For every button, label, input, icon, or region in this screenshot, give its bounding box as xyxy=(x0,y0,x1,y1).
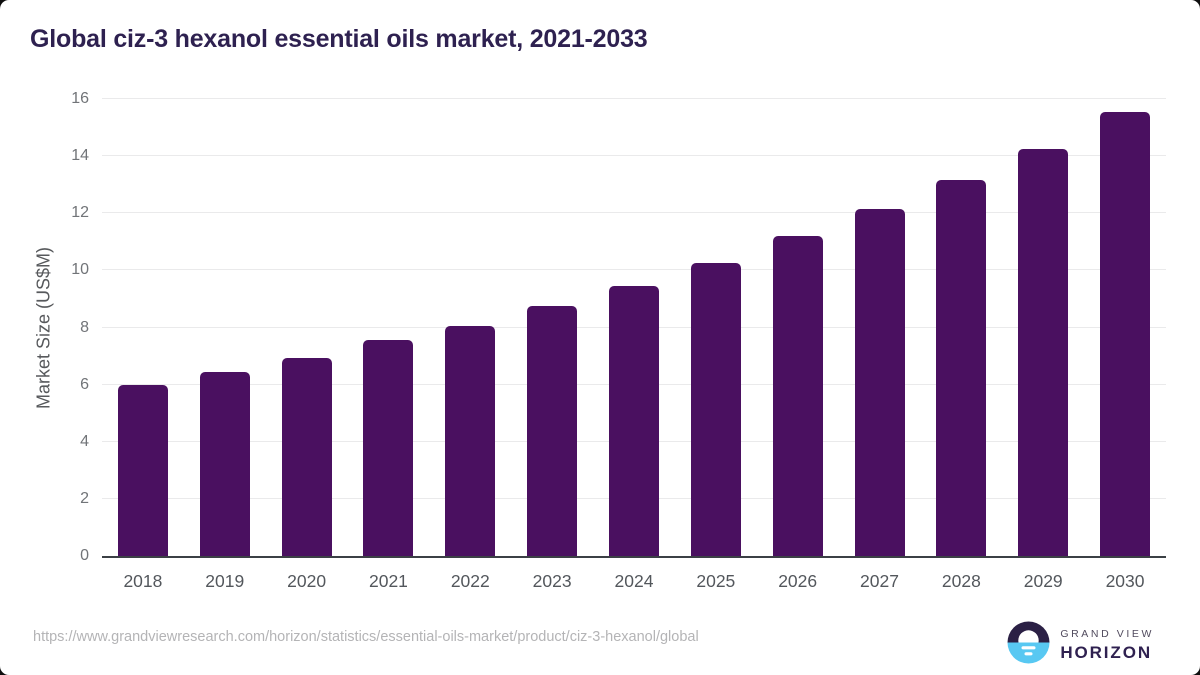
grandview-horizon-logo: GRAND VIEW HORIZON xyxy=(1006,620,1154,670)
y-axis-tick-label: 0 xyxy=(80,547,89,564)
y-axis-tick-label: 16 xyxy=(71,90,89,107)
logo-brand-line: GRAND VIEW xyxy=(1060,627,1154,640)
y-axis-tick-label: 12 xyxy=(71,204,89,222)
bars-row: 2018 2019 2020 2021 2022 2023 2024 2025 2026 2027… xyxy=(102,99,1166,591)
y-axis-tick-label: 4 xyxy=(80,432,89,450)
bar-slot: 2030 xyxy=(1084,99,1166,591)
bar-2027 xyxy=(854,208,905,556)
bar-slot: 2027 xyxy=(839,99,921,591)
bar-2018 xyxy=(117,384,168,556)
y-axis-tick-label: 6 xyxy=(80,375,89,393)
x-axis-tick-label: 2022 xyxy=(450,571,490,591)
bar-2029 xyxy=(1018,148,1069,556)
bar-slot: 2028 xyxy=(920,99,1002,591)
bar-slot: 2021 xyxy=(348,99,430,591)
logo-text: GRAND VIEW HORIZON xyxy=(1060,628,1154,663)
gridline xyxy=(102,212,1166,214)
bar-slot: 2029 xyxy=(1002,99,1084,591)
bar-2025 xyxy=(690,263,741,556)
bar-2022 xyxy=(445,326,496,556)
bar-2019 xyxy=(199,371,250,556)
x-axis-tick-label: 2024 xyxy=(614,571,654,591)
y-axis-title: Market Size (US$M) xyxy=(33,246,54,410)
bar-2021 xyxy=(363,340,414,556)
bar-slot: 2026 xyxy=(757,99,839,591)
bar-slot: 2020 xyxy=(266,99,348,591)
x-axis-tick-label: 2021 xyxy=(368,571,408,591)
gridline xyxy=(102,98,1166,99)
bar-slot: 2018 xyxy=(102,99,184,591)
bar-slot: 2019 xyxy=(184,99,266,591)
source-url-text: https://www.grandviewresearch.com/horizo… xyxy=(33,629,699,645)
y-axis-tick-label: 2 xyxy=(80,489,89,507)
y-axis-tick-label: 14 xyxy=(71,147,89,165)
bar-slot: 2023 xyxy=(511,99,593,591)
bar-2030 xyxy=(1100,111,1151,556)
bar-2020 xyxy=(281,357,332,556)
bar-slot: 2025 xyxy=(675,99,757,591)
bar-slot: 2022 xyxy=(429,99,511,591)
x-axis-tick-label: 2019 xyxy=(205,571,245,591)
x-axis-tick-label: 2023 xyxy=(532,571,572,591)
bar-slot: 2024 xyxy=(593,99,675,591)
x-axis-tick-label: 2018 xyxy=(123,571,163,591)
gridline xyxy=(102,155,1166,157)
y-axis-tick-label: 10 xyxy=(71,261,89,279)
bar-2026 xyxy=(772,236,823,556)
horizon-logo-icon xyxy=(1006,620,1051,670)
bar-2024 xyxy=(608,286,659,556)
x-axis-tick-label: 2025 xyxy=(696,571,736,591)
chart-title: Global ciz-3 hexanol essential oils mark… xyxy=(30,25,648,53)
logo-product-line: HORIZON xyxy=(1060,642,1153,662)
x-axis-tick-label: 2028 xyxy=(941,571,981,591)
x-axis-tick-label: 2030 xyxy=(1105,571,1145,591)
x-axis-tick-label: 2026 xyxy=(778,571,818,591)
x-axis-tick-label: 2020 xyxy=(287,571,327,591)
bar-2023 xyxy=(527,306,578,556)
x-axis-tick-label: 2029 xyxy=(1023,571,1063,591)
plot-area: 2018 2019 2020 2021 2022 2023 2024 2025 2026 2027… xyxy=(71,91,1166,591)
bar-2028 xyxy=(936,180,987,556)
y-axis-tick-label: 8 xyxy=(80,318,89,336)
gridline xyxy=(102,269,1166,271)
x-axis-tick-label: 2027 xyxy=(860,571,899,591)
